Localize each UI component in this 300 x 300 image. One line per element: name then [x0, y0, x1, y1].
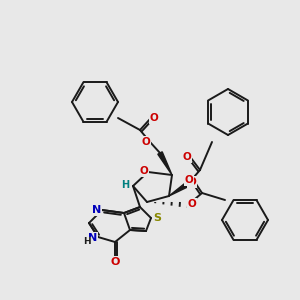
Text: H: H	[83, 238, 91, 247]
Text: O: O	[183, 152, 191, 162]
Text: O: O	[110, 257, 120, 267]
Text: O: O	[142, 137, 150, 147]
Text: N: N	[88, 233, 98, 243]
Text: O: O	[188, 177, 196, 187]
Text: N: N	[92, 205, 102, 215]
Polygon shape	[169, 182, 189, 196]
Text: O: O	[140, 166, 148, 176]
Text: O: O	[188, 199, 196, 209]
Text: O: O	[150, 113, 158, 123]
Text: S: S	[153, 213, 161, 223]
Text: H: H	[121, 180, 129, 190]
Text: O: O	[184, 175, 194, 185]
Polygon shape	[158, 152, 172, 175]
